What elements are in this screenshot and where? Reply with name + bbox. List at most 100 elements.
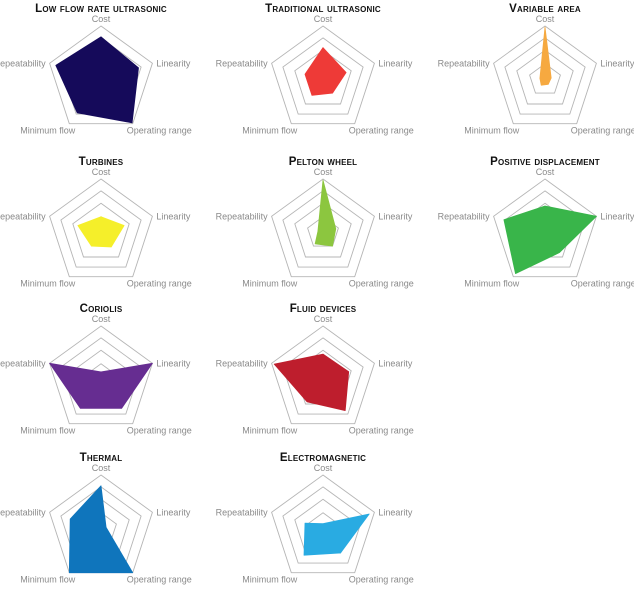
axis-label-cost: Cost <box>536 167 555 177</box>
grid-ring <box>49 25 153 125</box>
axis-label-cost: Cost <box>314 314 333 324</box>
axis-label-linearity: Linearity <box>156 358 191 368</box>
grid-ring <box>49 325 153 425</box>
axis-label-minimum-flow: Minimum flow <box>242 126 298 136</box>
grid-ring <box>49 178 153 278</box>
chart-title: Thermal <box>80 452 123 464</box>
axis-label-cost: Cost <box>536 14 555 24</box>
data-area <box>273 353 350 412</box>
grid-ring <box>282 190 364 268</box>
axis-label-repeatability: Repeatability <box>0 58 46 68</box>
chart-title: Variable area <box>509 3 581 15</box>
axis-label-minimum-flow: Minimum flow <box>20 279 76 289</box>
axis-label-minimum-flow: Minimum flow <box>242 279 298 289</box>
axis-label-linearity: Linearity <box>156 58 191 68</box>
axis-label-linearity: Linearity <box>156 211 191 221</box>
data-area <box>77 216 125 248</box>
axis-label-cost: Cost <box>92 314 111 324</box>
axis-label-linearity: Linearity <box>600 58 634 68</box>
axis-label-linearity: Linearity <box>378 58 413 68</box>
axis-label-operating-range: Operating range <box>127 126 192 136</box>
axis-label-minimum-flow: Minimum flow <box>20 126 76 136</box>
axis-label-minimum-flow: Minimum flow <box>20 426 76 436</box>
axis-label-operating-range: Operating range <box>127 279 192 289</box>
axis-label-repeatability: Repeatability <box>438 58 491 68</box>
grid-ring <box>294 202 352 258</box>
grid-ring <box>271 25 375 125</box>
axis-label-linearity: Linearity <box>600 211 634 221</box>
chart-title: Low flow rate ultrasonic <box>35 3 167 15</box>
grid-ring <box>271 178 375 278</box>
grid-ring <box>271 325 375 425</box>
axis-label-linearity: Linearity <box>378 358 413 368</box>
axis-label-operating-range: Operating range <box>571 279 634 289</box>
grid-ring <box>493 178 597 278</box>
axis-label-cost: Cost <box>92 167 111 177</box>
axis-label-linearity: Linearity <box>378 211 413 221</box>
axis-label-minimum-flow: Minimum flow <box>20 575 76 585</box>
data-area <box>304 47 347 96</box>
axis-label-operating-range: Operating range <box>127 575 192 585</box>
chart-title: Electromagnetic <box>280 452 366 464</box>
grid-ring <box>294 49 352 105</box>
axis-label-repeatability: Repeatability <box>216 211 269 221</box>
chart-title: Coriolis <box>80 303 123 315</box>
axis-label-cost: Cost <box>92 463 111 473</box>
grid-ring <box>60 190 142 268</box>
chart-title: Positive displacement <box>490 156 600 168</box>
chart-title: Traditional ultrasonic <box>265 3 381 15</box>
data-area <box>68 485 134 574</box>
axis-label-minimum-flow: Minimum flow <box>242 575 298 585</box>
axis-label-operating-range: Operating range <box>127 426 192 436</box>
axis-label-repeatability: Repeatability <box>216 358 269 368</box>
data-area <box>539 26 552 86</box>
data-area <box>314 179 337 247</box>
axis-label-repeatability: Repeatability <box>216 507 269 517</box>
axis-label-minimum-flow: Minimum flow <box>464 279 520 289</box>
data-area <box>55 36 139 124</box>
grid-ring <box>529 63 561 94</box>
grid-ring <box>282 37 364 115</box>
axis-label-cost: Cost <box>92 14 111 24</box>
axis-label-linearity: Linearity <box>156 507 191 517</box>
axis-label-repeatability: Repeatability <box>0 507 46 517</box>
axis-label-operating-range: Operating range <box>349 575 414 585</box>
data-area <box>49 362 153 409</box>
grid-ring <box>307 216 339 247</box>
axis-label-cost: Cost <box>314 167 333 177</box>
axis-label-operating-range: Operating range <box>571 126 634 136</box>
data-area <box>503 205 597 275</box>
axis-label-operating-range: Operating range <box>349 126 414 136</box>
grid-ring <box>516 49 574 105</box>
grid-ring <box>493 25 597 125</box>
grid-ring <box>504 37 586 115</box>
axis-label-minimum-flow: Minimum flow <box>464 126 520 136</box>
axis-label-operating-range: Operating range <box>349 279 414 289</box>
chart-title: Fluid devices <box>290 303 357 315</box>
chart-title: Turbines <box>79 156 124 168</box>
grid-ring <box>72 202 130 258</box>
axis-label-minimum-flow: Minimum flow <box>242 426 298 436</box>
axis-label-repeatability: Repeatability <box>438 211 491 221</box>
axis-label-cost: Cost <box>314 14 333 24</box>
axis-label-operating-range: Operating range <box>349 426 414 436</box>
grid-ring <box>282 486 364 564</box>
axis-label-cost: Cost <box>314 463 333 473</box>
axis-label-repeatability: Repeatability <box>216 58 269 68</box>
grid-ring <box>60 337 142 415</box>
axis-label-repeatability: Repeatability <box>0 358 46 368</box>
axis-label-linearity: Linearity <box>378 507 413 517</box>
axis-label-repeatability: Repeatability <box>0 211 46 221</box>
data-area <box>303 513 370 556</box>
